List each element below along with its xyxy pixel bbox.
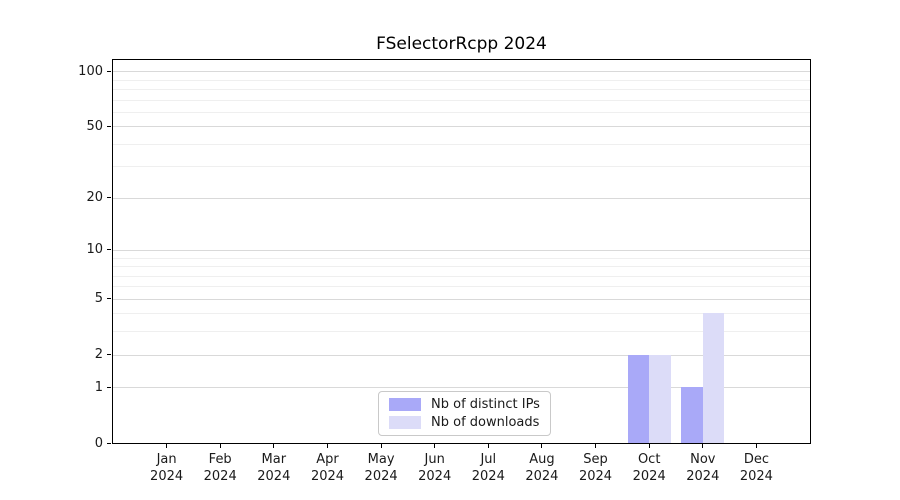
minor-gridline [113,286,810,288]
y-axis-tick-label: 2 [94,347,103,362]
x-axis-tick-label: Mar 2024 [257,452,291,484]
x-axis-tick [648,444,650,448]
y-axis-tick-label: 100 [78,63,103,79]
minor-gridline [113,111,810,113]
legend-swatch-distinct-ips [389,398,421,411]
y-axis-tick-label: 5 [94,291,103,307]
y-axis-tick [107,354,111,355]
major-gridline [113,249,810,251]
chart-title: FSelectorRcpp 2024 [376,34,547,54]
minor-gridline [113,143,810,145]
x-axis-tick [327,444,328,448]
x-axis-tick-label: May 2024 [364,452,398,484]
minor-gridline [113,275,810,277]
x-axis-tick-label: Dec 2024 [739,452,773,484]
bar-distinct-ips-nov [681,387,703,443]
bar-distinct-ips-oct [627,354,650,443]
legend-label-downloads: Nb of downloads [431,415,540,430]
x-axis-tick-label: Oct 2024 [632,452,666,484]
minor-gridline [113,266,810,267]
legend-item-downloads: Nb of downloads [389,415,540,430]
minor-gridline [113,331,810,333]
x-axis-tick-label: Jul 2024 [471,452,505,484]
x-axis-tick [219,444,221,448]
minor-gridline [113,99,810,101]
minor-gridline [113,257,810,259]
x-axis-tick-label: Jan 2024 [150,452,184,484]
y-axis-tick [107,125,111,127]
major-gridline [113,354,810,356]
y-axis-tick-label: 50 [86,118,103,134]
minor-gridline [113,313,810,315]
bar-downloads-oct [649,354,671,443]
major-gridline [113,71,810,73]
x-axis-tick-label: Feb 2024 [203,452,237,484]
minor-gridline [113,88,810,90]
legend-swatch-downloads [389,416,421,429]
x-axis-tick-label: Nov 2024 [686,452,720,484]
x-axis-tick-label: Apr 2024 [310,452,345,484]
x-axis-tick [595,444,596,448]
y-axis-tick [107,249,111,251]
x-axis-tick [380,444,382,448]
bar-downloads-nov [702,313,725,443]
minor-gridline [113,166,810,168]
y-axis-tick-label: 1 [94,379,103,395]
y-axis-tick-label: 0 [94,435,103,451]
y-axis-tick-label: 10 [86,242,103,258]
legend-label-distinct-ips: Nb of distinct IPs [431,397,540,412]
x-axis-tick [541,444,543,448]
y-axis-tick-label: 20 [86,190,103,206]
x-axis-tick-label: Sep 2024 [578,452,613,484]
y-axis-tick [107,298,111,300]
x-axis-tick [702,444,704,448]
x-axis-tick [166,444,168,448]
y-axis-tick [107,386,111,388]
legend: Nb of distinct IPs Nb of downloads [378,391,551,436]
x-axis-tick [487,444,489,448]
x-axis-tick [273,444,275,448]
major-gridline [113,197,810,199]
major-gridline [113,126,810,128]
x-axis-tick [434,444,436,448]
x-axis-tick-label: Jun 2024 [418,452,452,484]
minor-gridline [113,79,810,81]
major-gridline [113,298,810,300]
major-gridline [113,387,810,389]
y-axis-tick [107,70,111,72]
plot-area [112,59,811,444]
y-axis-tick [107,197,111,199]
x-axis-tick [755,444,757,448]
y-axis-tick [107,442,111,444]
x-axis-tick-label: Aug 2024 [525,452,559,484]
legend-item-distinct-ips: Nb of distinct IPs [389,397,540,412]
